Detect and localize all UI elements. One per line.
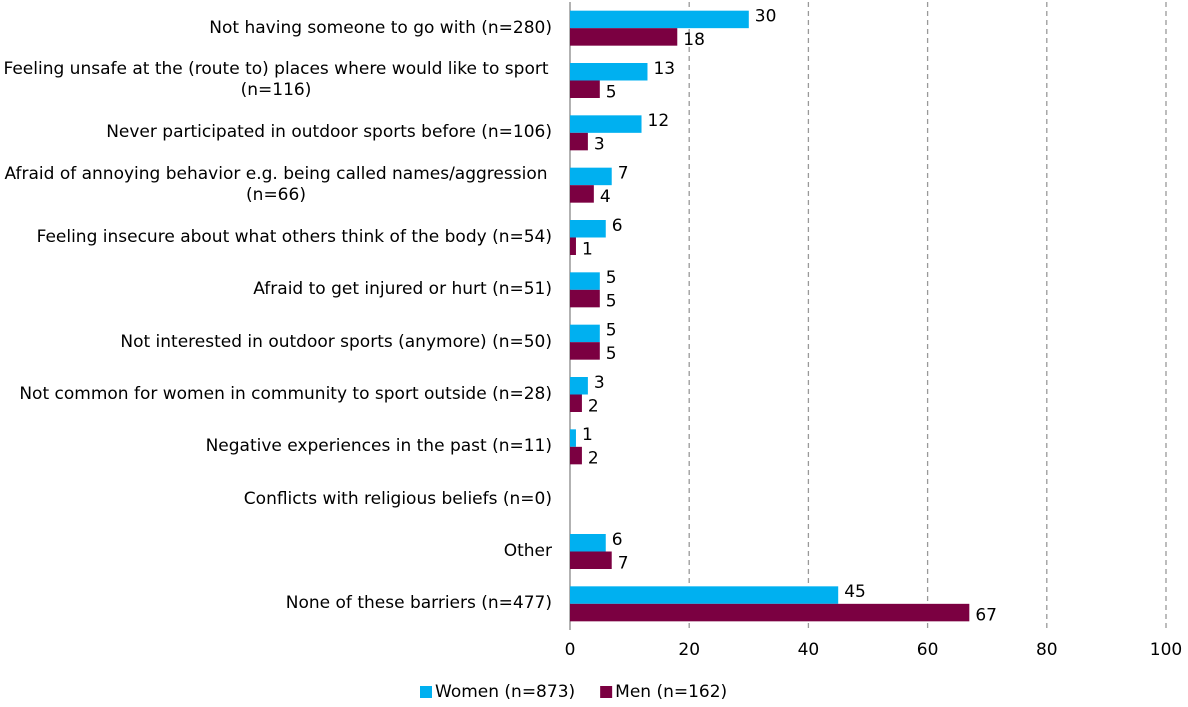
bar [570, 446, 582, 465]
legend-swatch [420, 686, 432, 698]
bar [570, 63, 648, 81]
x-tick-label: 100 [1150, 640, 1182, 660]
bar [570, 429, 576, 447]
data-label: 67 [975, 606, 997, 626]
data-label: 5 [606, 344, 617, 364]
data-label: 7 [618, 553, 629, 573]
data-label: 5 [606, 320, 617, 340]
category-text: Not having someone to go with (n=280) [209, 17, 552, 38]
bar [570, 185, 594, 203]
data-label: 5 [606, 82, 617, 102]
category-text: Afraid to get injured or hurt (n=51) [253, 279, 552, 300]
bar [570, 342, 600, 360]
category-text: Not common for women in community to spo… [19, 383, 552, 404]
x-tick-label: 0 [565, 640, 576, 660]
category-label: Never participated in outdoor sports bef… [0, 107, 552, 159]
data-label: 13 [653, 59, 675, 79]
data-label: 1 [582, 239, 593, 259]
bar [570, 394, 582, 412]
data-label: 2 [588, 396, 599, 416]
bar [570, 10, 749, 29]
x-tick-label: 80 [1036, 640, 1058, 660]
bar [570, 115, 642, 133]
category-text: Feeling unsafe at the (route to) places … [3, 59, 549, 101]
bar [570, 534, 606, 552]
category-text: Conflicts with religious beliefs (n=0) [243, 488, 552, 509]
data-label: 1 [582, 425, 593, 445]
data-label: 6 [612, 530, 623, 550]
category-text: Not interested in outdoor sports (anymor… [120, 331, 552, 352]
data-label: 12 [648, 111, 670, 131]
legend-label: Men (n=162) [615, 682, 727, 702]
data-label: 5 [606, 268, 617, 288]
category-text: Negative experiences in the past (n=11) [205, 436, 552, 457]
category-text: Other [503, 540, 552, 561]
data-label: 30 [755, 6, 777, 26]
category-label: Negative experiences in the past (n=11) [0, 421, 552, 473]
x-tick-label: 20 [678, 640, 700, 660]
category-text: Feeling insecure about what others think… [36, 226, 552, 247]
x-tick-label: 40 [798, 640, 820, 660]
bar [570, 324, 600, 343]
bar [570, 220, 606, 238]
category-label: Conflicts with religious beliefs (n=0) [0, 473, 552, 525]
bar [570, 272, 600, 290]
data-label: 45 [844, 582, 866, 602]
data-label: 6 [612, 216, 623, 236]
bar [570, 586, 839, 604]
category-label: Afraid to get injured or hurt (n=51) [0, 264, 552, 316]
legend-swatch [600, 686, 613, 698]
data-label: 4 [600, 187, 611, 207]
category-label: Not interested in outdoor sports (anymor… [0, 316, 552, 368]
category-label: Feeling insecure about what others think… [0, 211, 552, 263]
category-text: Afraid of annoying behavior e.g. being c… [4, 164, 548, 205]
x-tick-label: 60 [917, 640, 939, 660]
data-label: 2 [588, 449, 599, 469]
legend-label: Women (n=873) [435, 682, 575, 702]
bar [570, 167, 612, 186]
bar [570, 237, 576, 255]
data-label: 5 [606, 292, 617, 312]
bar [570, 289, 600, 308]
category-text: Never participated in outdoor sports bef… [106, 122, 552, 143]
bar [570, 603, 970, 622]
category-text: None of these barriers (n=477) [285, 593, 552, 614]
category-label: Other [0, 525, 552, 577]
category-label: Not having someone to go with (n=280) [0, 2, 552, 54]
bar [570, 551, 612, 569]
data-label: 7 [618, 163, 629, 183]
category-label: None of these barriers (n=477) [0, 578, 552, 630]
category-label: Afraid of annoying behavior e.g. being c… [0, 159, 552, 211]
bar [570, 28, 678, 46]
category-label: Not common for women in community to spo… [0, 368, 552, 420]
data-label: 3 [594, 135, 605, 155]
bar [570, 132, 588, 151]
bar [570, 80, 600, 98]
data-label: 3 [594, 373, 605, 393]
bar [570, 377, 588, 395]
data-label: 18 [683, 30, 705, 50]
category-label: Feeling unsafe at the (route to) places … [0, 54, 552, 106]
